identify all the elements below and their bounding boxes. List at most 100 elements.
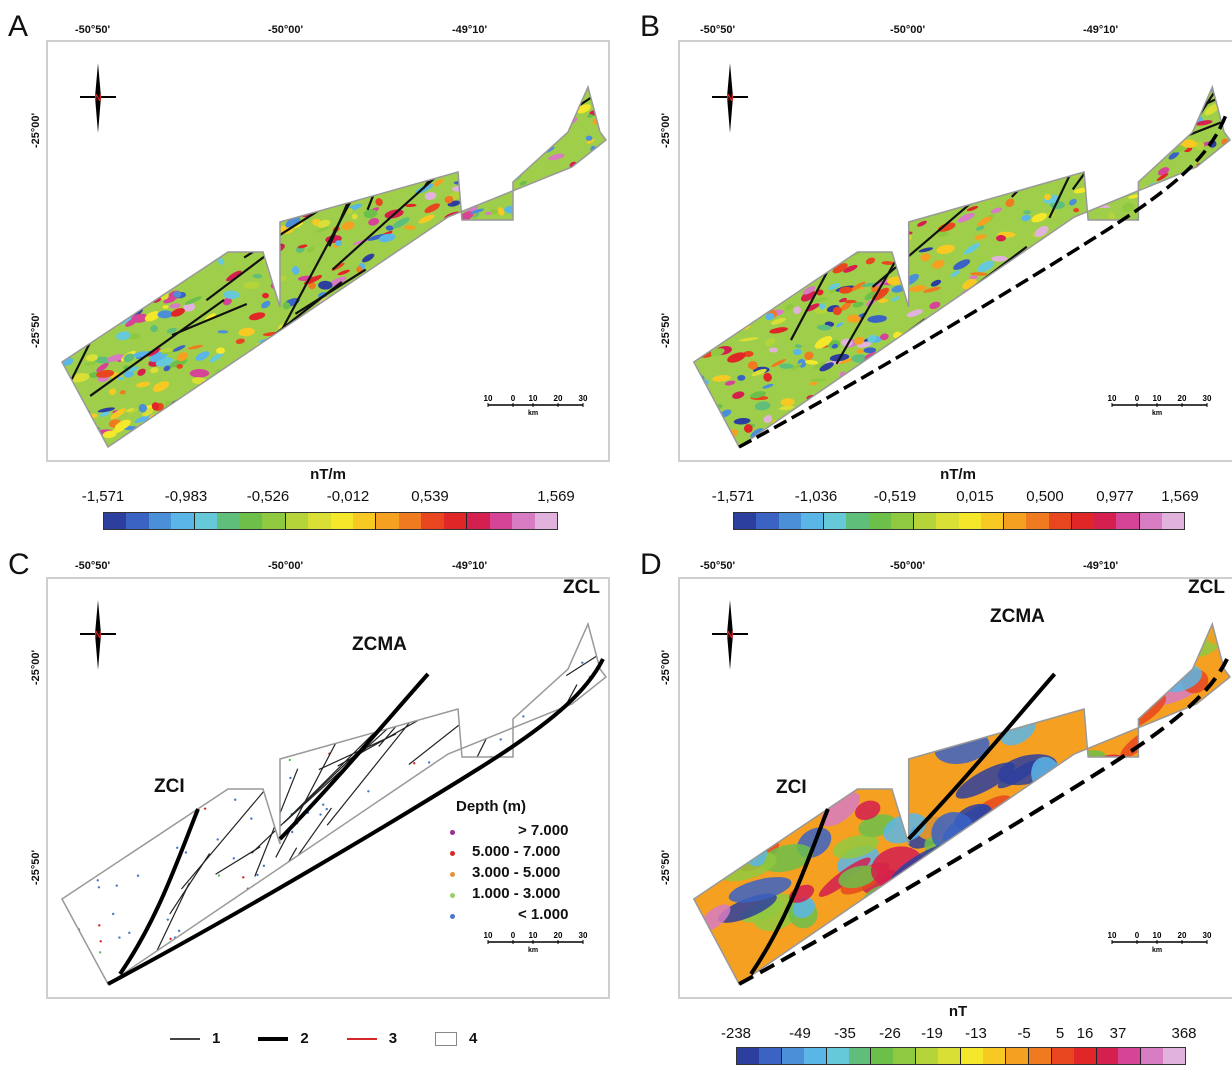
anomaly-blob xyxy=(65,179,84,187)
anomaly-blob xyxy=(953,458,963,460)
depth-point xyxy=(327,981,330,984)
anomaly-blob xyxy=(868,135,888,143)
anomaly-blob xyxy=(1021,214,1031,222)
anomaly-blob xyxy=(826,193,842,198)
anomaly-blob xyxy=(475,445,493,447)
lineament xyxy=(1163,252,1231,401)
anomaly-blob xyxy=(937,222,956,232)
depth-dot xyxy=(450,914,455,919)
anomaly-blob xyxy=(794,967,821,984)
anomaly-blob xyxy=(788,424,801,431)
anomaly-blob xyxy=(92,154,110,160)
depth-legend-rows: > 7.000 5.000 - 7.000 3.000 - 5.000 1.00… xyxy=(450,822,568,927)
anomaly-blob xyxy=(478,426,499,434)
anomaly-blob xyxy=(553,124,569,129)
anomaly-blob xyxy=(351,213,358,220)
anomaly-blob xyxy=(145,438,155,447)
anomaly-blob xyxy=(124,203,132,211)
lineament xyxy=(62,683,157,769)
anomaly-blob xyxy=(693,217,709,225)
anomaly-blob xyxy=(179,142,188,148)
anomaly-blob xyxy=(1135,236,1155,245)
anomaly-blob xyxy=(763,372,772,382)
depth-point xyxy=(494,974,498,977)
anomaly-blob xyxy=(1084,258,1097,266)
anomaly-blob xyxy=(337,113,353,122)
anomaly-blob xyxy=(1041,650,1100,674)
anomaly-blob xyxy=(586,218,606,225)
colorbar-swatch xyxy=(758,1048,782,1064)
anomaly-blob xyxy=(115,87,131,93)
lon-label: -50°50' xyxy=(75,560,111,572)
lineament xyxy=(928,390,970,442)
depth-point xyxy=(386,940,389,944)
anomaly-blob xyxy=(1092,358,1109,364)
anomaly-blob xyxy=(120,139,132,149)
anomaly-blob xyxy=(849,281,866,292)
zone-label-zci-d: ZCI xyxy=(776,777,807,798)
depth-point xyxy=(347,989,349,991)
anomaly-blob xyxy=(419,431,435,439)
anomaly-blob xyxy=(450,268,460,276)
anomaly-blob xyxy=(995,123,1009,127)
colorbar-swatch xyxy=(1116,513,1140,529)
anomaly-blob xyxy=(839,297,847,303)
zone-label-zcma-d: ZCMA xyxy=(990,606,1045,627)
anomaly-blob xyxy=(144,251,152,261)
anomaly-blob xyxy=(695,219,702,225)
anomaly-blob xyxy=(894,168,910,179)
anomaly-blob xyxy=(784,304,794,311)
anomaly-blob xyxy=(733,417,751,425)
anomaly-blob xyxy=(371,290,381,298)
anomaly-blob xyxy=(104,138,113,146)
anomaly-blob xyxy=(830,87,847,94)
depth-point xyxy=(511,624,514,625)
lon-label: -50°00' xyxy=(890,560,926,572)
zone-label-zci-c: ZCI xyxy=(154,776,185,797)
anomaly-blob xyxy=(435,326,453,331)
anomaly-blob xyxy=(853,176,862,183)
anomaly-blob xyxy=(877,235,886,244)
anomaly-blob xyxy=(1057,141,1068,146)
anomaly-blob xyxy=(886,419,901,431)
anomaly-blob xyxy=(803,432,813,440)
anomaly-blob xyxy=(507,145,519,155)
anomaly-blob xyxy=(918,247,934,253)
depth-point xyxy=(50,873,52,875)
anomaly-blob xyxy=(383,143,397,149)
anomaly-blob xyxy=(367,93,385,98)
anomaly-blob xyxy=(530,252,543,262)
anomaly-blob xyxy=(118,190,135,199)
anomaly-blob xyxy=(274,159,285,169)
anomaly-blob xyxy=(1091,87,1102,91)
depth-point xyxy=(466,653,469,656)
anomaly-blob xyxy=(1161,329,1177,338)
anomaly-blob xyxy=(1168,151,1180,160)
anomaly-blob xyxy=(1108,281,1129,285)
anomaly-blob xyxy=(306,111,326,116)
anomaly-blob xyxy=(62,104,67,115)
anomaly-blob xyxy=(48,306,57,313)
lineament xyxy=(1177,267,1231,361)
anomaly-blob xyxy=(794,344,802,349)
anomaly-blob xyxy=(484,211,492,216)
anomaly-blob xyxy=(497,420,509,427)
anomaly-blob xyxy=(1096,312,1113,317)
anomaly-blob xyxy=(1114,247,1132,258)
lat-label: -25°50' xyxy=(660,312,672,348)
anomaly-blob xyxy=(855,392,874,399)
anomaly-blob xyxy=(310,116,328,127)
colorbar-swatch xyxy=(1004,513,1027,529)
lineament xyxy=(215,846,261,875)
depth-point xyxy=(177,929,181,933)
anomaly-blob xyxy=(680,114,687,118)
anomaly-blob xyxy=(936,230,949,237)
anomaly-blob xyxy=(160,229,177,234)
depth-point xyxy=(241,725,244,728)
depth-point xyxy=(454,909,458,913)
depth-point xyxy=(125,850,128,854)
anomaly-blob xyxy=(359,380,374,391)
anomaly-blob xyxy=(398,155,412,161)
anomaly-blob xyxy=(126,145,137,155)
anomaly-blob xyxy=(354,129,362,138)
